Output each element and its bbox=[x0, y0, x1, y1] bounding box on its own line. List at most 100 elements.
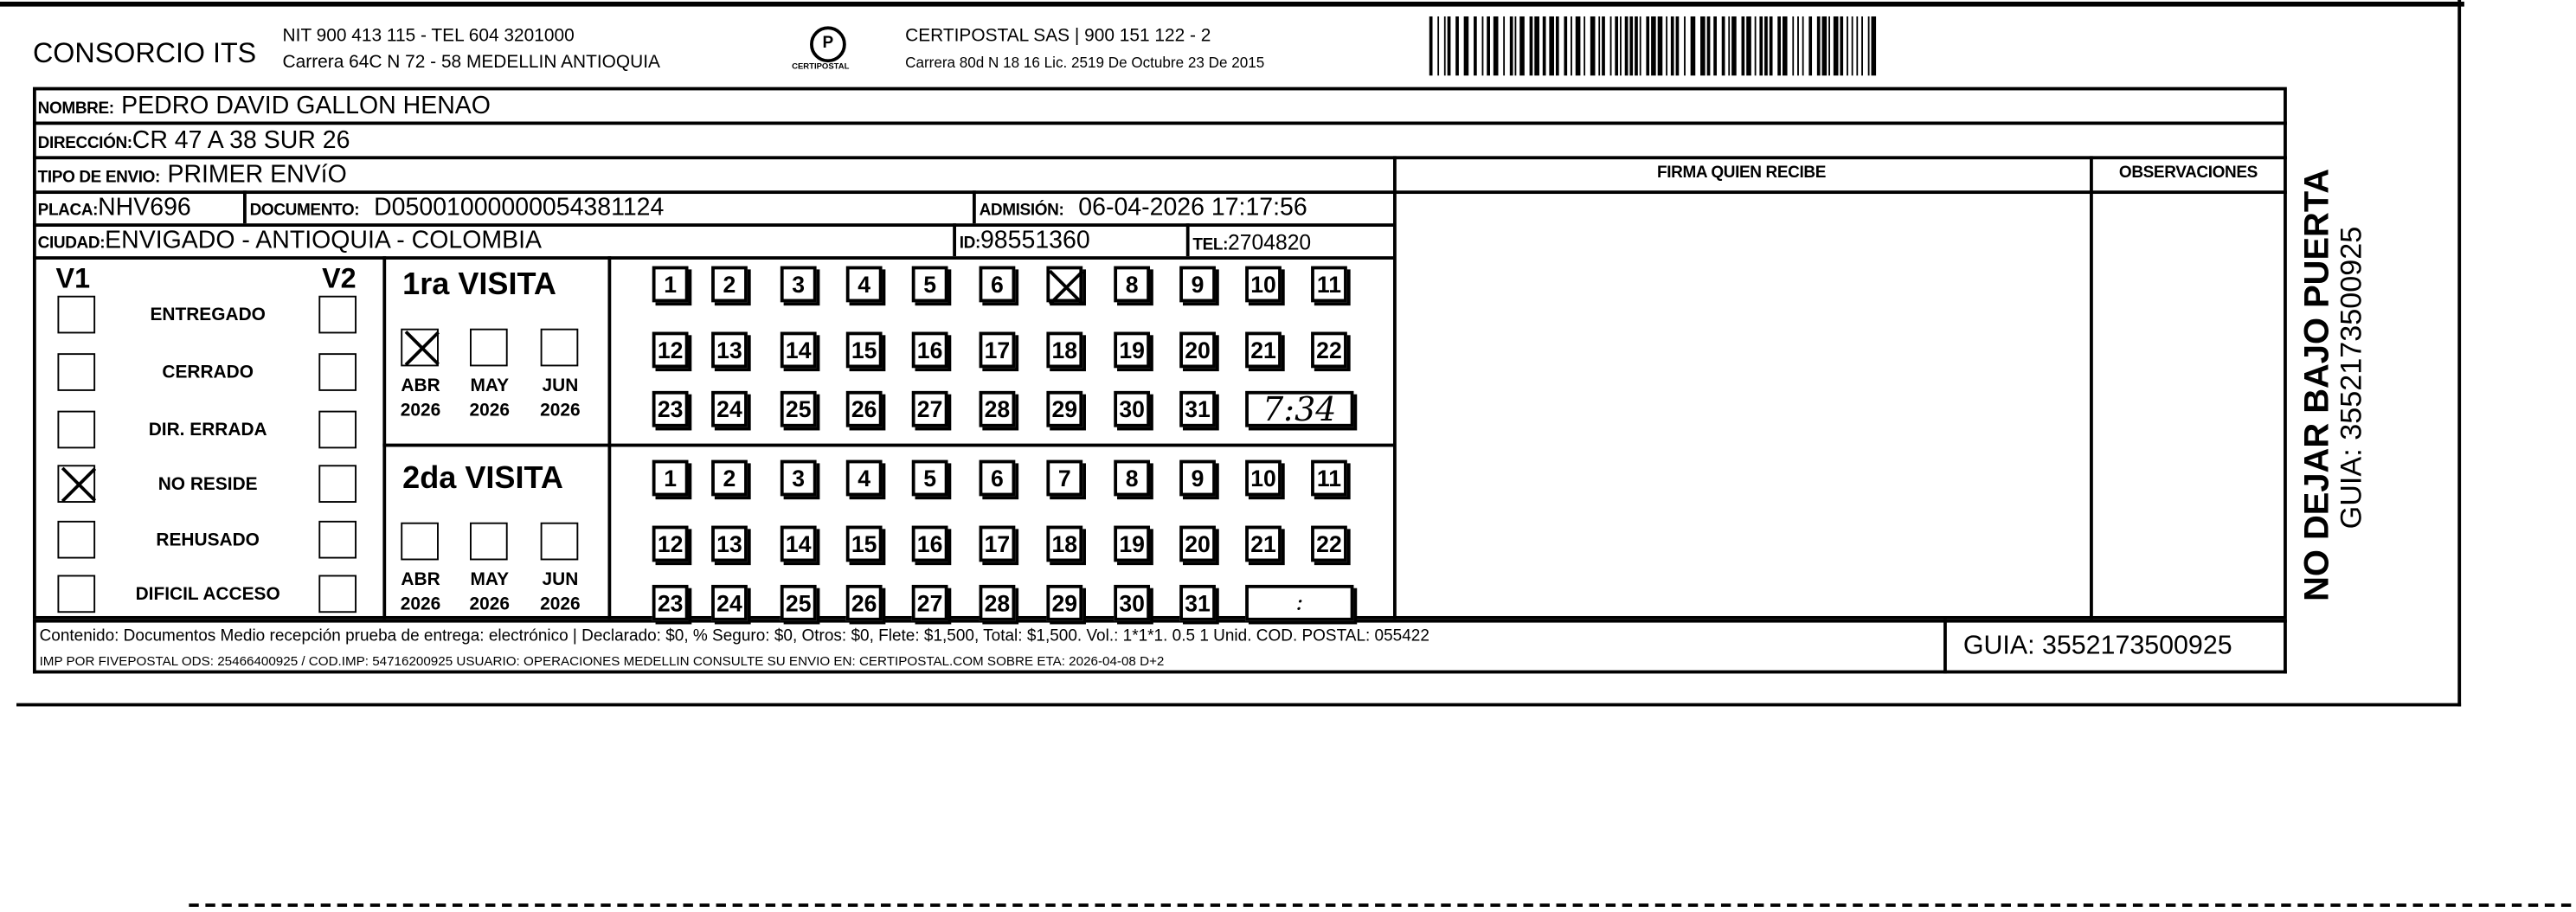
day-box[interactable]: 27 bbox=[911, 584, 948, 621]
day-box[interactable]: 3 bbox=[780, 266, 817, 303]
v1-label: V1 bbox=[55, 262, 91, 294]
day-box[interactable]: 4 bbox=[845, 266, 883, 303]
day-box[interactable]: 5 bbox=[911, 459, 948, 497]
day-box[interactable]: 3 bbox=[780, 459, 817, 497]
day-box[interactable]: 21 bbox=[1245, 331, 1282, 369]
v2-checkbox[interactable] bbox=[318, 295, 357, 334]
day-box[interactable]: 1 bbox=[652, 266, 689, 303]
v2-checkbox[interactable] bbox=[318, 520, 357, 559]
documento-value: D05001000000054381124 bbox=[374, 194, 665, 222]
day-box[interactable]: 2 bbox=[711, 266, 748, 303]
day-box[interactable]: 16 bbox=[911, 525, 948, 562]
day-box[interactable]: 11 bbox=[1311, 459, 1347, 497]
day-box[interactable]: 9 bbox=[1179, 266, 1216, 303]
v2-checkbox[interactable] bbox=[318, 575, 357, 613]
day-box[interactable]: 5 bbox=[911, 266, 948, 303]
day-box[interactable]: 21 bbox=[1245, 525, 1282, 562]
year-label: 2026 bbox=[540, 594, 581, 615]
day-box[interactable]: 30 bbox=[1114, 584, 1151, 621]
day-box[interactable]: 31 bbox=[1179, 584, 1216, 621]
signature-area[interactable] bbox=[1397, 194, 2088, 618]
day-box[interactable]: 14 bbox=[780, 525, 817, 562]
day-box[interactable]: 19 bbox=[1114, 525, 1151, 562]
cut-line bbox=[189, 903, 2572, 908]
day-box[interactable]: 24 bbox=[711, 584, 748, 621]
v2-checkbox[interactable] bbox=[318, 353, 357, 391]
day-box[interactable]: 10 bbox=[1245, 266, 1282, 303]
day-box[interactable]: 8 bbox=[1114, 266, 1151, 303]
top-border bbox=[0, 1, 2464, 7]
day-box[interactable]: 12 bbox=[652, 331, 689, 369]
day-box[interactable]: 1 bbox=[652, 459, 689, 497]
v1-checkbox[interactable] bbox=[57, 353, 96, 391]
month-checkbox[interactable] bbox=[401, 328, 439, 367]
day-box[interactable]: 23 bbox=[652, 390, 689, 427]
day-box[interactable]: 24 bbox=[711, 390, 748, 427]
day-box[interactable]: 12 bbox=[652, 525, 689, 562]
day-box[interactable]: 27 bbox=[911, 390, 948, 427]
day-box[interactable]: 9 bbox=[1179, 459, 1216, 497]
day-box[interactable]: 15 bbox=[845, 525, 883, 562]
day-box[interactable]: 25 bbox=[780, 584, 817, 621]
day-box[interactable]: 22 bbox=[1311, 525, 1347, 562]
day-box[interactable]: 18 bbox=[1046, 525, 1083, 562]
v1-checkbox[interactable] bbox=[57, 575, 96, 613]
day-box[interactable]: 7 bbox=[1046, 459, 1083, 497]
visit-title: 1ra VISITA bbox=[402, 267, 556, 303]
month-checkbox[interactable] bbox=[469, 522, 508, 561]
day-box[interactable]: 17 bbox=[979, 525, 1016, 562]
day-box[interactable]: 28 bbox=[979, 390, 1016, 427]
v1-checkbox[interactable] bbox=[57, 295, 96, 334]
day-box[interactable]: 30 bbox=[1114, 390, 1151, 427]
day-box[interactable]: 11 bbox=[1311, 266, 1347, 303]
month-checkbox[interactable] bbox=[401, 522, 439, 561]
day-box[interactable]: 23 bbox=[652, 584, 689, 621]
day-box[interactable]: 28 bbox=[979, 584, 1016, 621]
month-checkbox[interactable] bbox=[540, 522, 579, 561]
status-label: NO RESIDE bbox=[157, 474, 258, 495]
day-box[interactable]: 26 bbox=[845, 584, 883, 621]
day-box[interactable]: 25 bbox=[780, 390, 817, 427]
v2-checkbox[interactable] bbox=[318, 465, 357, 503]
day-box[interactable]: 2 bbox=[711, 459, 748, 497]
day-box[interactable]: 19 bbox=[1114, 331, 1151, 369]
id-label: ID: bbox=[959, 234, 981, 254]
day-box[interactable]: 4 bbox=[845, 459, 883, 497]
month-label: JUN bbox=[542, 376, 579, 396]
day-box[interactable]: 29 bbox=[1046, 584, 1083, 621]
day-box[interactable]: 10 bbox=[1245, 459, 1282, 497]
day-box[interactable]: 22 bbox=[1311, 331, 1347, 369]
status-label: ENTREGADO bbox=[150, 305, 266, 325]
day-box[interactable]: 20 bbox=[1179, 525, 1216, 562]
year-label: 2026 bbox=[400, 594, 441, 615]
v1-checkbox[interactable] bbox=[57, 465, 96, 503]
day-box[interactable]: 13 bbox=[711, 525, 748, 562]
day-box[interactable]: 26 bbox=[845, 390, 883, 427]
time-box[interactable]: 7:34 bbox=[1245, 389, 1354, 429]
day-box[interactable]: 31 bbox=[1179, 390, 1216, 427]
month-checkbox[interactable] bbox=[540, 328, 579, 367]
day-box[interactable]: 14 bbox=[780, 331, 817, 369]
day-box[interactable]: 7 bbox=[1046, 266, 1083, 303]
day-box[interactable]: 6 bbox=[979, 459, 1016, 497]
v1-checkbox[interactable] bbox=[57, 410, 96, 449]
day-box[interactable]: 18 bbox=[1046, 331, 1083, 369]
day-box[interactable]: 17 bbox=[979, 331, 1016, 369]
observations-area[interactable] bbox=[2093, 194, 2285, 618]
month-checkbox[interactable] bbox=[469, 328, 508, 367]
footer bbox=[32, 619, 2287, 674]
day-box[interactable]: 16 bbox=[911, 331, 948, 369]
day-box[interactable]: 15 bbox=[845, 331, 883, 369]
day-box[interactable]: 8 bbox=[1114, 459, 1151, 497]
carrier-address: Carrera 80d N 18 16 Lic. 2519 De Octubre… bbox=[905, 54, 1265, 71]
day-box[interactable]: 20 bbox=[1179, 331, 1216, 369]
admision-label: ADMISIÓN: bbox=[979, 202, 1064, 221]
v1-checkbox[interactable] bbox=[57, 520, 96, 559]
day-box[interactable]: 29 bbox=[1046, 390, 1083, 427]
day-box[interactable]: 6 bbox=[979, 266, 1016, 303]
placa-label: PLACA: bbox=[37, 202, 99, 221]
day-box[interactable]: 13 bbox=[711, 331, 748, 369]
v2-checkbox[interactable] bbox=[318, 410, 357, 449]
time-box[interactable]: : bbox=[1245, 584, 1354, 621]
